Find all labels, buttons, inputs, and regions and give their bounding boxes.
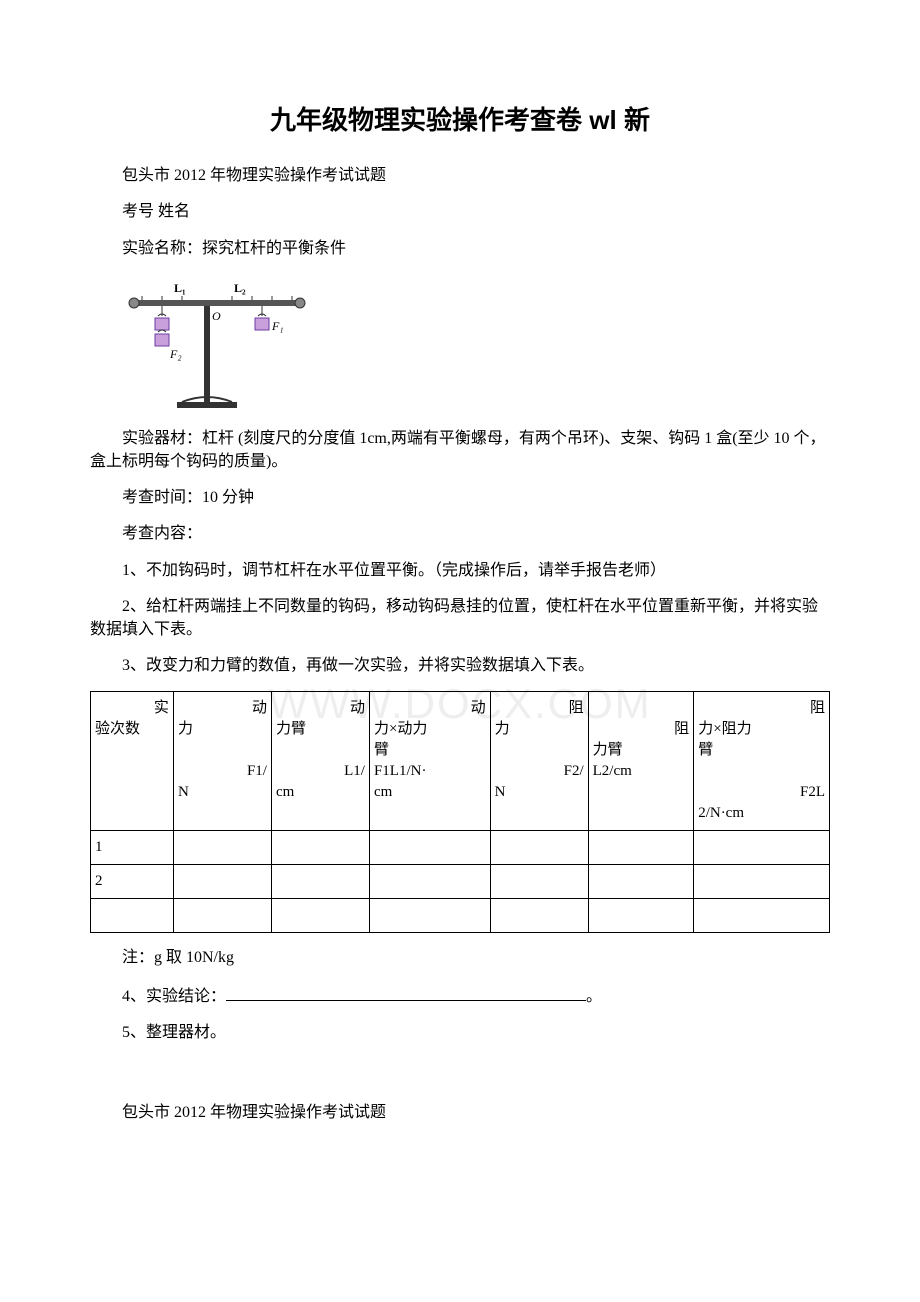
footer-line: 包头市 2012 年物理实验操作考试试题 [90,1102,830,1124]
content-label: 考查内容： [90,523,830,545]
note-line: 注：g 取 10N/kg [90,947,830,969]
left-weight-2 [155,334,169,346]
row-3-l2 [588,899,694,933]
step-1: 1、不加钩码时，调节杠杆在水平位置平衡。（完成操作后，请举手报告老师） [90,560,830,582]
table-row: 2 [91,865,830,899]
step-3: 3、改变力和力臂的数值，再做一次实验，并将实验数据填入下表。 [90,655,830,677]
row-2-f1 [173,865,271,899]
right-weight-1 [255,318,269,330]
left-nut [129,298,139,308]
lever-diagram: O L₁ L₂ F₂ F₁ [122,274,830,414]
row-2-f2l2 [694,865,830,899]
row-3-f1l1 [369,899,490,933]
step-4: 4、实验结论： 。 [90,984,830,1008]
row-1-l2 [588,831,694,865]
row-2-f2 [490,865,588,899]
label-l2: L₂ [234,281,246,295]
time-line: 考查时间：10 分钟 [90,487,830,509]
row-1-num: 1 [91,831,174,865]
conclusion-blank [226,984,586,1001]
row-2-f1l1 [369,865,490,899]
base-rect [177,402,237,408]
left-weight-1 [155,318,169,330]
row-2-num: 2 [91,865,174,899]
row-3-l1 [271,899,369,933]
row-2-l1 [271,865,369,899]
label-l1: L₁ [174,281,186,295]
row-3-f1 [173,899,271,933]
experiment-name: 实验名称：探究杠杆的平衡条件 [90,238,830,260]
row-3-f2l2 [694,899,830,933]
row-1-f2 [490,831,588,865]
data-table: 实 验次数 动 力 F1/ N 动 力臂 L1/ cm [90,691,830,933]
row-3-f2 [490,899,588,933]
row-1-f2l2 [694,831,830,865]
step-2: 2、给杠杆两端挂上不同数量的钩码，移动钩码悬挂的位置，使杠杆在水平位置重新平衡，… [90,596,830,641]
row-2-l2 [588,865,694,899]
step-5: 5、整理器材。 [90,1022,830,1044]
table-header-row: 实 验次数 动 力 F1/ N 动 力臂 L1/ cm [91,692,830,831]
header-line: 包头市 2012 年物理实验操作考试试题 [90,165,830,187]
id-name-line: 考号 姓名 [90,201,830,223]
row-1-f1 [173,831,271,865]
table-row [91,899,830,933]
label-o: O [212,309,221,323]
row-1-l1 [271,831,369,865]
right-nut [295,298,305,308]
step-4-end: 。 [586,988,602,1005]
table-row: 1 [91,831,830,865]
page-title: 九年级物理实验操作考查卷 wl 新 [90,100,830,137]
row-3-num [91,899,174,933]
label-f1: F₁ [271,319,284,333]
label-f2: F₂ [169,347,182,361]
equipment-line: 实验器材：杠杆 (刻度尺的分度值 1cm,两端有平衡螺母，有两个吊环)、支架、钩… [90,428,830,473]
row-1-f1l1 [369,831,490,865]
step-4-label: 4、实验结论： [122,988,226,1005]
lever-bar [132,300,302,306]
stand [204,304,210,402]
